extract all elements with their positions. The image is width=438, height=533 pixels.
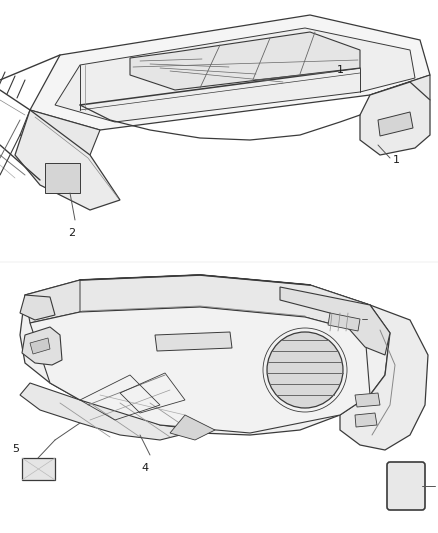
Polygon shape	[15, 110, 120, 210]
Polygon shape	[25, 275, 375, 333]
Polygon shape	[55, 28, 415, 122]
Polygon shape	[22, 327, 62, 365]
Polygon shape	[170, 415, 215, 440]
Circle shape	[267, 332, 343, 408]
Polygon shape	[280, 287, 390, 355]
Polygon shape	[30, 338, 50, 354]
Polygon shape	[80, 275, 370, 333]
Polygon shape	[355, 393, 380, 407]
Polygon shape	[45, 163, 80, 193]
Polygon shape	[340, 305, 428, 450]
Polygon shape	[370, 75, 430, 120]
FancyBboxPatch shape	[387, 462, 425, 510]
Polygon shape	[30, 15, 430, 130]
Text: 2: 2	[68, 228, 76, 238]
Polygon shape	[22, 458, 55, 480]
Text: 4: 4	[141, 463, 148, 473]
Polygon shape	[360, 82, 430, 155]
Text: 1: 1	[337, 65, 344, 75]
Polygon shape	[355, 413, 377, 427]
Text: 5: 5	[12, 444, 19, 454]
Polygon shape	[378, 112, 413, 136]
Text: 1: 1	[393, 155, 400, 165]
Polygon shape	[30, 307, 370, 433]
Polygon shape	[20, 295, 55, 320]
Polygon shape	[20, 275, 390, 435]
Polygon shape	[130, 32, 360, 90]
Polygon shape	[155, 332, 232, 351]
Polygon shape	[20, 110, 100, 155]
Polygon shape	[20, 383, 200, 440]
Polygon shape	[328, 313, 360, 331]
